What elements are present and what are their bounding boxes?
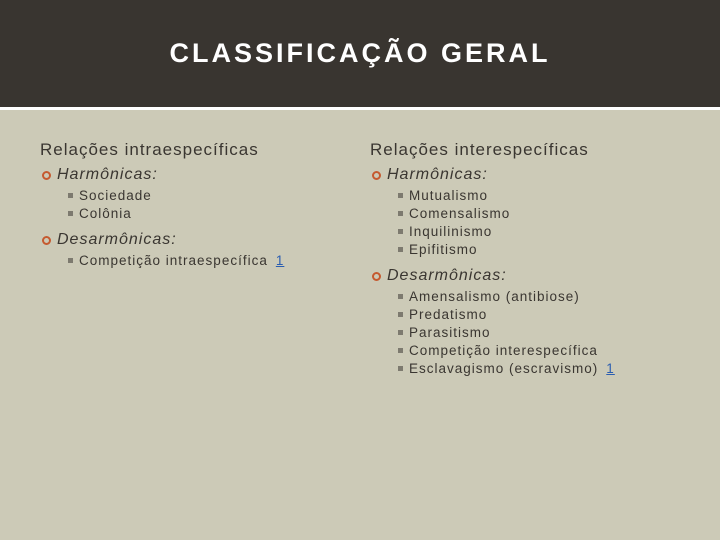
right-group2-label: Desarmônicas: (387, 267, 507, 285)
list-item: Epifitismo (398, 242, 680, 257)
list-item: Mutualismo (398, 188, 680, 203)
list-item: Colônia (68, 206, 350, 221)
right-group1-label: Harmônicas: (387, 166, 488, 184)
item-label: Predatismo (409, 307, 487, 322)
hollow-bullet-icon (372, 272, 381, 281)
left-group2-label: Desarmônicas: (57, 231, 177, 249)
item-label: Amensalismo (antibiose) (409, 289, 580, 304)
list-item: Esclavagismo (escravismo) 1 (398, 361, 680, 376)
list-item: Sociedade (68, 188, 350, 203)
left-group1-label: Harmônicas: (57, 166, 158, 184)
left-column: Relações intraespecíficas Harmônicas: So… (40, 140, 350, 386)
square-bullet-icon (398, 294, 403, 299)
item-label: Mutualismo (409, 188, 488, 203)
left-heading: Relações intraespecíficas (40, 140, 350, 160)
item-label: Parasitismo (409, 325, 491, 340)
square-bullet-icon (398, 229, 403, 234)
list-item: Inquilinismo (398, 224, 680, 239)
left-group2-items: Competição intraespecífica 1 (40, 253, 350, 268)
item-label: Competição intraespecífica (79, 253, 268, 268)
square-bullet-icon (68, 258, 73, 263)
list-item: Parasitismo (398, 325, 680, 340)
square-bullet-icon (398, 366, 403, 371)
hollow-bullet-icon (372, 171, 381, 180)
right-column: Relações interespecíficas Harmônicas: Mu… (370, 140, 680, 386)
item-label: Esclavagismo (escravismo) (409, 361, 598, 376)
item-label: Comensalismo (409, 206, 510, 221)
header-bar: CLASSIFICAÇÃO GERAL (0, 0, 720, 110)
square-bullet-icon (398, 193, 403, 198)
list-item: Predatismo (398, 307, 680, 322)
item-label: Epifitismo (409, 242, 478, 257)
square-bullet-icon (398, 312, 403, 317)
content-area: Relações intraespecíficas Harmônicas: So… (0, 110, 720, 406)
list-item: Competição intraespecífica 1 (68, 253, 350, 268)
left-group1-heading: Harmônicas: (40, 166, 350, 184)
hollow-bullet-icon (42, 171, 51, 180)
left-group1-items: Sociedade Colônia (40, 188, 350, 221)
left-group2-heading: Desarmônicas: (40, 231, 350, 249)
square-bullet-icon (398, 330, 403, 335)
square-bullet-icon (68, 211, 73, 216)
right-heading: Relações interespecíficas (370, 140, 680, 160)
page-title: CLASSIFICAÇÃO GERAL (170, 38, 551, 69)
square-bullet-icon (398, 348, 403, 353)
hollow-bullet-icon (42, 236, 51, 245)
right-group1-heading: Harmônicas: (370, 166, 680, 184)
right-group2-items: Amensalismo (antibiose) Predatismo Paras… (370, 289, 680, 376)
item-label: Inquilinismo (409, 224, 492, 239)
list-item: Amensalismo (antibiose) (398, 289, 680, 304)
list-item: Competição interespecífica (398, 343, 680, 358)
right-group1-items: Mutualismo Comensalismo Inquilinismo Epi… (370, 188, 680, 257)
square-bullet-icon (398, 211, 403, 216)
link-ref[interactable]: 1 (276, 253, 285, 268)
item-label: Sociedade (79, 188, 152, 203)
right-group2-heading: Desarmônicas: (370, 267, 680, 285)
square-bullet-icon (68, 193, 73, 198)
square-bullet-icon (398, 247, 403, 252)
link-ref[interactable]: 1 (606, 361, 615, 376)
item-label: Colônia (79, 206, 132, 221)
item-label: Competição interespecífica (409, 343, 598, 358)
list-item: Comensalismo (398, 206, 680, 221)
